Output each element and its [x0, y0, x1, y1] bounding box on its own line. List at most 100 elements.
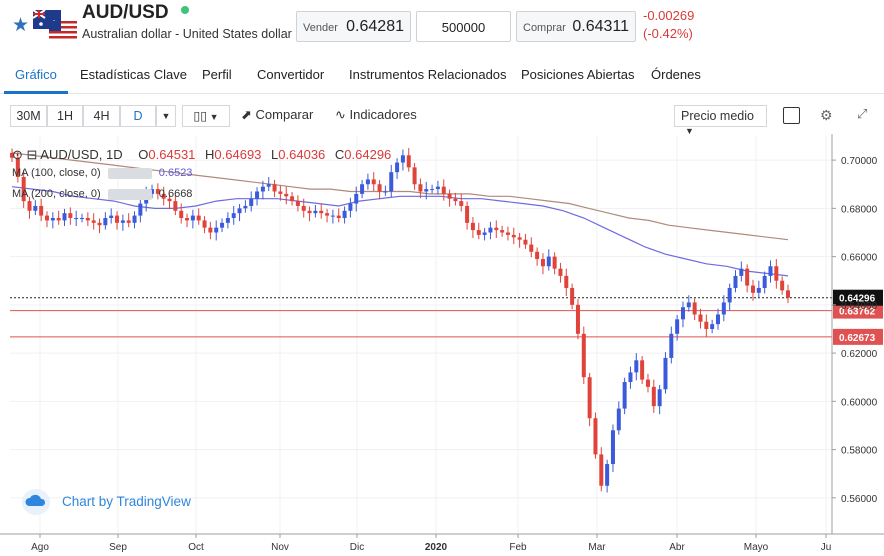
sell-label: Vender: [303, 22, 338, 34]
candle-body: [278, 191, 283, 194]
candle-body: [774, 266, 779, 281]
candle-body: [710, 324, 715, 329]
close-label: C: [334, 147, 345, 162]
candle-body: [715, 314, 720, 325]
candle-body: [494, 227, 499, 231]
compare-button[interactable]: ⬈ Comparar: [241, 107, 313, 123]
tab-convertidor[interactable]: Convertidor: [257, 67, 325, 82]
candle-body: [605, 464, 610, 486]
y-tick-label: 0.66000: [841, 253, 878, 264]
ma100-value: 0.6523: [158, 167, 193, 179]
price-chart[interactable]: 0.63762 0.62673 0.64296 0.70000 0.68000 0.66…: [0, 134, 884, 556]
tab-grafico[interactable]: Gráfico: [15, 67, 57, 82]
candle-body: [476, 230, 481, 235]
interval-1h-button[interactable]: 1H: [47, 105, 83, 127]
candle-body: [225, 218, 230, 223]
gear-icon[interactable]: ⚙: [820, 107, 833, 123]
tab-ordenes[interactable]: Órdenes: [651, 67, 701, 82]
candle-body: [645, 379, 650, 387]
candle-body: [272, 184, 277, 192]
candle-body: [756, 287, 761, 293]
y-tick-label: 0.56000: [841, 494, 878, 505]
level-price-tag: [833, 328, 883, 345]
tab-perfil[interactable]: Perfil: [202, 67, 232, 82]
candle-body: [739, 268, 744, 276]
ma100-legend[interactable]: MA (100, close, 0) 0.6523: [12, 167, 192, 179]
instrument-header: ★ AUD/USD Australian dollar - United Sta…: [0, 0, 884, 58]
candle-body: [179, 210, 184, 219]
candle-body: [418, 184, 423, 192]
tab-estadisticas[interactable]: Estadísticas Clave: [80, 67, 187, 82]
candle-body: [260, 186, 265, 192]
candle-body: [593, 418, 598, 455]
candle-body: [161, 193, 166, 199]
ma100-line: [11, 186, 789, 277]
candle-body: [284, 193, 289, 197]
sell-price: 0.64281: [346, 18, 404, 35]
candle-body: [155, 189, 160, 194]
x-tick-label: Feb: [509, 542, 527, 553]
chart-style-button[interactable]: ▯▯ ▼: [182, 105, 230, 127]
ma-settings-icons[interactable]: [107, 167, 152, 179]
candle-body: [540, 259, 545, 267]
level-price-tag: [833, 302, 883, 319]
indicators-label: Indicadores: [349, 107, 417, 122]
candle-body: [295, 201, 300, 206]
indicators-button[interactable]: ∿ Indicadores: [335, 107, 417, 123]
candle-body: [360, 184, 365, 194]
fullscreen-icon[interactable]: ⤢: [857, 106, 868, 121]
candle-body: [348, 203, 353, 211]
candle-body: [231, 213, 236, 219]
candle-body: [640, 360, 645, 380]
buy-button[interactable]: Comprar 0.64311: [516, 11, 636, 42]
candle-body: [634, 360, 639, 373]
y-tick-label: 0.64000: [841, 301, 878, 312]
candle-body: [663, 357, 668, 390]
candle-body: [657, 389, 662, 407]
buy-label: Comprar: [523, 22, 566, 34]
candle-body: [558, 268, 563, 276]
flags-icon: [33, 10, 77, 40]
candle-body: [564, 275, 569, 288]
candle-body: [704, 321, 709, 329]
interval-30m-button[interactable]: 30M: [10, 105, 47, 127]
ma200-legend[interactable]: MA (200, close, 0) 0.6668: [12, 188, 192, 200]
candle-body: [132, 215, 137, 223]
y-tick-label: 0.68000: [841, 204, 878, 215]
snapshot-icon[interactable]: [783, 107, 800, 124]
y-tick-label: 0.70000: [841, 156, 878, 167]
tab-posiciones[interactable]: Posiciones Abiertas: [521, 67, 635, 82]
candle-body: [616, 408, 621, 431]
chart-canvas[interactable]: 0.63762 0.62673 0.64296 0.70000 0.68000 0.66…: [0, 134, 884, 556]
high-label: H: [205, 147, 215, 162]
ma200-value: 0.6668: [158, 188, 193, 200]
candle-body: [570, 287, 575, 305]
sell-button[interactable]: Vender 0.64281: [296, 11, 411, 42]
candle-body: [33, 205, 38, 211]
candle-body: [50, 218, 55, 221]
price-change: -0.00269: [643, 8, 695, 23]
candle-body: [447, 193, 452, 199]
x-tick-label: Sep: [109, 542, 127, 553]
candle-body: [786, 290, 790, 298]
candle-body: [587, 377, 592, 419]
price-type-select[interactable]: Precio medio ▼: [674, 105, 767, 136]
x-tick-label: 2020: [425, 542, 448, 553]
candle-body: [290, 196, 295, 202]
amount-input[interactable]: 500000: [416, 11, 511, 42]
star-icon[interactable]: ★: [12, 15, 30, 36]
candle-body: [459, 201, 464, 206]
interval-4h-button[interactable]: 4H: [83, 105, 120, 127]
candle-body: [342, 210, 347, 219]
ma-settings-icons[interactable]: [107, 188, 152, 200]
interval-d-button[interactable]: D: [120, 105, 156, 127]
interval-dropdown-icon[interactable]: ▼: [156, 105, 176, 127]
candle-body: [313, 210, 318, 214]
legend-collapse-icon[interactable]: ⊙ ⊟: [12, 147, 41, 162]
candle-body: [383, 191, 388, 193]
candle-body: [196, 215, 201, 221]
candles-icon: ▯▯: [193, 109, 208, 123]
candle-body: [581, 333, 586, 378]
candle-body: [68, 213, 73, 219]
tab-instrumentos[interactable]: Instrumentos Relacionados: [349, 67, 507, 82]
